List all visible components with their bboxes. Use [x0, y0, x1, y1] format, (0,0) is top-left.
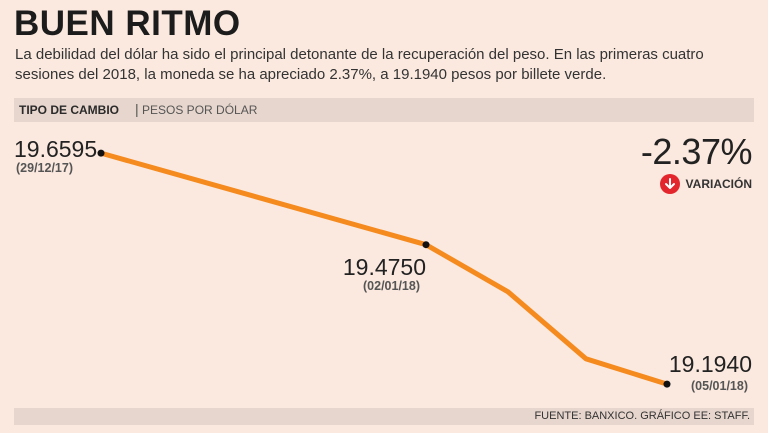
data-point-marker [422, 241, 430, 249]
data-point-value-label: 19.1940 [669, 351, 752, 377]
data-point-date-label: (05/01/18) [691, 379, 748, 393]
chart-header-bar: TIPO DE CAMBIO | PESOS POR DÓLAR [14, 98, 754, 122]
variation-box: -2.37% VARIACIÓN [640, 131, 753, 194]
header-separator: | [135, 101, 139, 117]
source-text: FUENTE: BANXICO. GRÁFICO EE: STAFF. [534, 410, 750, 422]
data-point-marker [97, 149, 105, 157]
arrow-down-circle-icon [659, 174, 680, 194]
chart-title: BUEN RITMO [14, 4, 241, 43]
data-point-date-label: (29/12/17) [16, 161, 73, 175]
chart-subtitle: La debilidad del dólar ha sido el princi… [15, 46, 704, 83]
data-point-marker [663, 380, 671, 388]
header-label-bold: TIPO DE CAMBIO [19, 103, 120, 117]
variation-label: VARIACIÓN [685, 177, 752, 191]
data-point-value-label: 19.4750 [343, 254, 426, 280]
variation-value: -2.37% [640, 131, 753, 172]
footer-bar: FUENTE: BANXICO. GRÁFICO EE: STAFF. [14, 408, 754, 425]
series-line [98, 150, 670, 387]
data-point-value-label: 19.6595 [14, 136, 97, 162]
variation-label-row: VARIACIÓN [641, 174, 752, 194]
header-label-light: PESOS POR DÓLAR [142, 103, 258, 117]
data-point-date-label: (02/01/18) [363, 279, 420, 293]
